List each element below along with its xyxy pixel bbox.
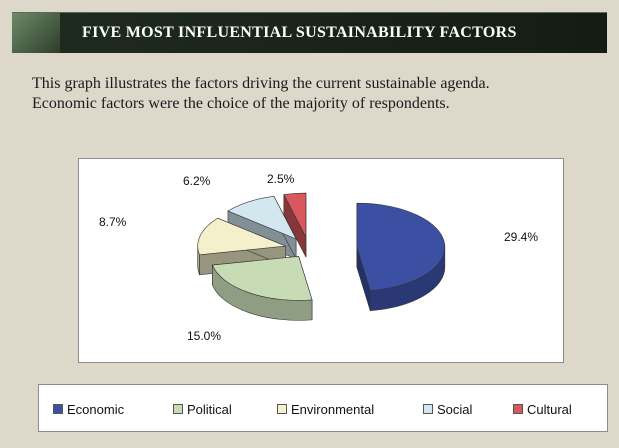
pie-slice-top <box>197 217 286 256</box>
legend-item-social: Social <box>423 401 472 417</box>
legend-swatch <box>513 404 523 414</box>
legend-swatch <box>277 404 287 414</box>
pie-slice-top <box>356 202 446 291</box>
data-label-cultural: 2.5% <box>267 172 295 186</box>
legend-label: Social <box>437 401 473 417</box>
legend-label: Political <box>187 401 232 417</box>
data-label-environmental: 8.7% <box>99 215 127 229</box>
pie-slice-top <box>227 195 297 240</box>
pie-chart: 29.4% 15.0% 8.7% 6.2% 2.5% <box>99 172 538 343</box>
description: This graph illustrates the factors drivi… <box>32 74 602 114</box>
page-title: FIVE MOST INFLUENTIAL SUSTAINABILITY FAC… <box>82 24 517 41</box>
data-label-social: 6.2% <box>183 174 211 188</box>
chart-area: 29.4% 15.0% 8.7% 6.2% 2.5% <box>78 158 564 363</box>
header-bar: FIVE MOST INFLUENTIAL SUSTAINABILITY FAC… <box>12 12 607 53</box>
pie-slice-cultural <box>283 192 307 258</box>
header-accent <box>12 13 60 53</box>
pie-slice-economic <box>356 202 446 311</box>
pie-slice-top <box>283 192 307 238</box>
description-line-2: Economic factors were the choice of the … <box>32 95 450 112</box>
pie-slice-political <box>211 256 313 321</box>
legend-label: Cultural <box>527 401 572 417</box>
legend-item-environmental: Environmental <box>277 401 374 417</box>
chart-legend: Economic Political Environmental Social Cult… <box>38 384 608 432</box>
legend-item-political: Political <box>173 401 232 417</box>
legend-swatch <box>53 404 63 414</box>
data-label-economic: 29.4% <box>504 230 538 244</box>
legend-swatch <box>173 404 183 414</box>
legend-label: Economic <box>67 401 125 417</box>
legend-item-cultural: Cultural <box>513 401 572 417</box>
description-line-1: This graph illustrates the factors drivi… <box>32 75 490 92</box>
legend-swatch <box>423 404 433 414</box>
legend-item-economic: Economic <box>53 401 124 417</box>
data-label-political: 15.0% <box>187 329 221 343</box>
legend-label: Environmental <box>291 401 375 417</box>
pie-slice-top <box>211 256 313 301</box>
